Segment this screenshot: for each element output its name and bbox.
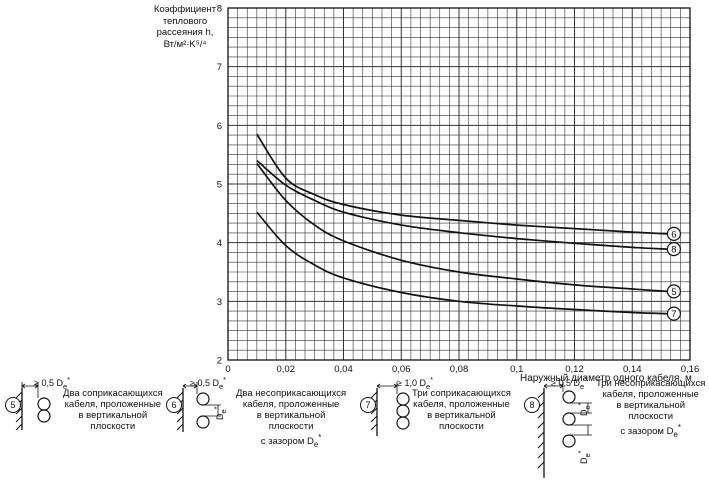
x-axis-label: Наружный диаметр одного кабеля, м xyxy=(520,373,692,384)
series-marker-circle xyxy=(666,284,682,299)
series-marker-7: 7 xyxy=(666,306,682,321)
series-marker-5: 5 xyxy=(666,284,682,299)
series-lines xyxy=(256,133,667,315)
x-tick-label: 0,14 xyxy=(623,364,642,375)
y-axis-label-line: Вт/м²·K⁵/⁴ xyxy=(163,38,207,50)
y-tick-label: 6 xyxy=(217,121,222,132)
plot-frame xyxy=(227,7,691,361)
y-tick-label: 3 xyxy=(217,297,222,308)
series-marker-6: 6 xyxy=(666,226,682,241)
x-tick-labels: 0 0,02 0,04 0,06 0,08 0,1 0,12 0,14 0,16 xyxy=(225,364,699,375)
legend-item-8: 8 ≥ 0,5 De* De* De* Три несоприкасающихс… xyxy=(524,375,709,485)
x-tick-label: 0,12 xyxy=(565,364,584,375)
clearance-label: ≥ 0,5 De* xyxy=(551,375,588,391)
legend-description: Три соприкасающихся кабеля, проложенные … xyxy=(412,388,511,432)
series-marker-label: 7 xyxy=(671,309,676,320)
clearance-label: ≥ 1,0 De* xyxy=(397,375,434,391)
series-marker-circle xyxy=(666,242,682,257)
legend-description: Два соприкасающихся кабеля, проложенные … xyxy=(63,388,163,432)
curve-number-8: 8 xyxy=(524,397,540,413)
x-tick-label: 0,06 xyxy=(392,364,411,375)
series-marker-8: 8 xyxy=(666,242,682,257)
x-tick-label: 0,1 xyxy=(510,364,523,375)
x-tick-label: 0,02 xyxy=(277,364,296,375)
y-tick-label: 7 xyxy=(217,62,222,73)
y-axis-label-line: рассеяния h, xyxy=(156,27,214,38)
series-markers: 6 8 5 7 xyxy=(666,226,682,321)
x-tick-label: 0,08 xyxy=(450,364,469,375)
series-line-7 xyxy=(256,211,667,315)
chart-grid xyxy=(227,7,691,361)
y-axis-label-line: теплового xyxy=(162,15,208,27)
chart-axes xyxy=(227,7,691,361)
legend-description: Два несоприкасающихся кабеля, проложенны… xyxy=(236,388,347,450)
y-tick-label: 8 xyxy=(217,4,222,15)
chart-plot: 0 0,02 0,04 0,06 0,08 0,1 0,12 0,14 0,16 2 3 4 5 6 7 8… xyxy=(217,4,700,376)
three-spaced-cables-diagram xyxy=(537,382,592,478)
legend-description: Три несоприкасающихся кабеля, проложенны… xyxy=(596,378,706,440)
x-tick-label: 0,04 xyxy=(334,364,353,375)
series-marker-circle xyxy=(666,226,682,241)
y-axis-label: Коэффициент теплового рассеяния h, Вт/м²… xyxy=(150,4,220,50)
clearance-label: ≥ 0,5 De* xyxy=(34,375,71,391)
curve-number-6: 6 xyxy=(166,397,182,413)
y-tick-label: 5 xyxy=(217,180,222,191)
legend-item-7: 7 ≥ 1,0 De* Три соприкасающихся кабеля, … xyxy=(360,375,530,485)
series-line-6 xyxy=(256,133,667,235)
series-marker-label: 8 xyxy=(671,245,676,256)
series-marker-label: 5 xyxy=(671,287,676,298)
gap-label-lower: De* xyxy=(576,450,592,464)
gap-label: De* xyxy=(212,406,228,420)
series-line-8 xyxy=(256,159,667,250)
gap-label-upper: De* xyxy=(576,402,592,416)
legend-item-5: 5 ≥ 0,5 De* Два соприкасающихся кабеля, … xyxy=(5,375,175,485)
two-spaced-cables-diagram xyxy=(176,382,221,432)
y-tick-label: 4 xyxy=(217,238,222,249)
series-marker-label: 6 xyxy=(671,229,676,240)
legend-item-6: 6 ≥ 0,5 De* De* Два несоприкасающихся ка… xyxy=(166,375,366,485)
curve-number-7: 7 xyxy=(360,397,376,413)
y-axis-label-line: Коэффициент xyxy=(153,4,217,15)
series-line-5 xyxy=(256,162,667,293)
series-marker-circle xyxy=(666,306,682,321)
y-tick-label: 2 xyxy=(217,356,222,367)
curve-number-5: 5 xyxy=(5,397,21,413)
clearance-label: ≥ 0,5 De* xyxy=(190,375,227,391)
y-tick-labels: 2 3 4 5 6 7 8 xyxy=(217,4,222,367)
x-tick-label: 0 xyxy=(225,364,230,375)
x-tick-label: 0,16 xyxy=(681,364,700,375)
